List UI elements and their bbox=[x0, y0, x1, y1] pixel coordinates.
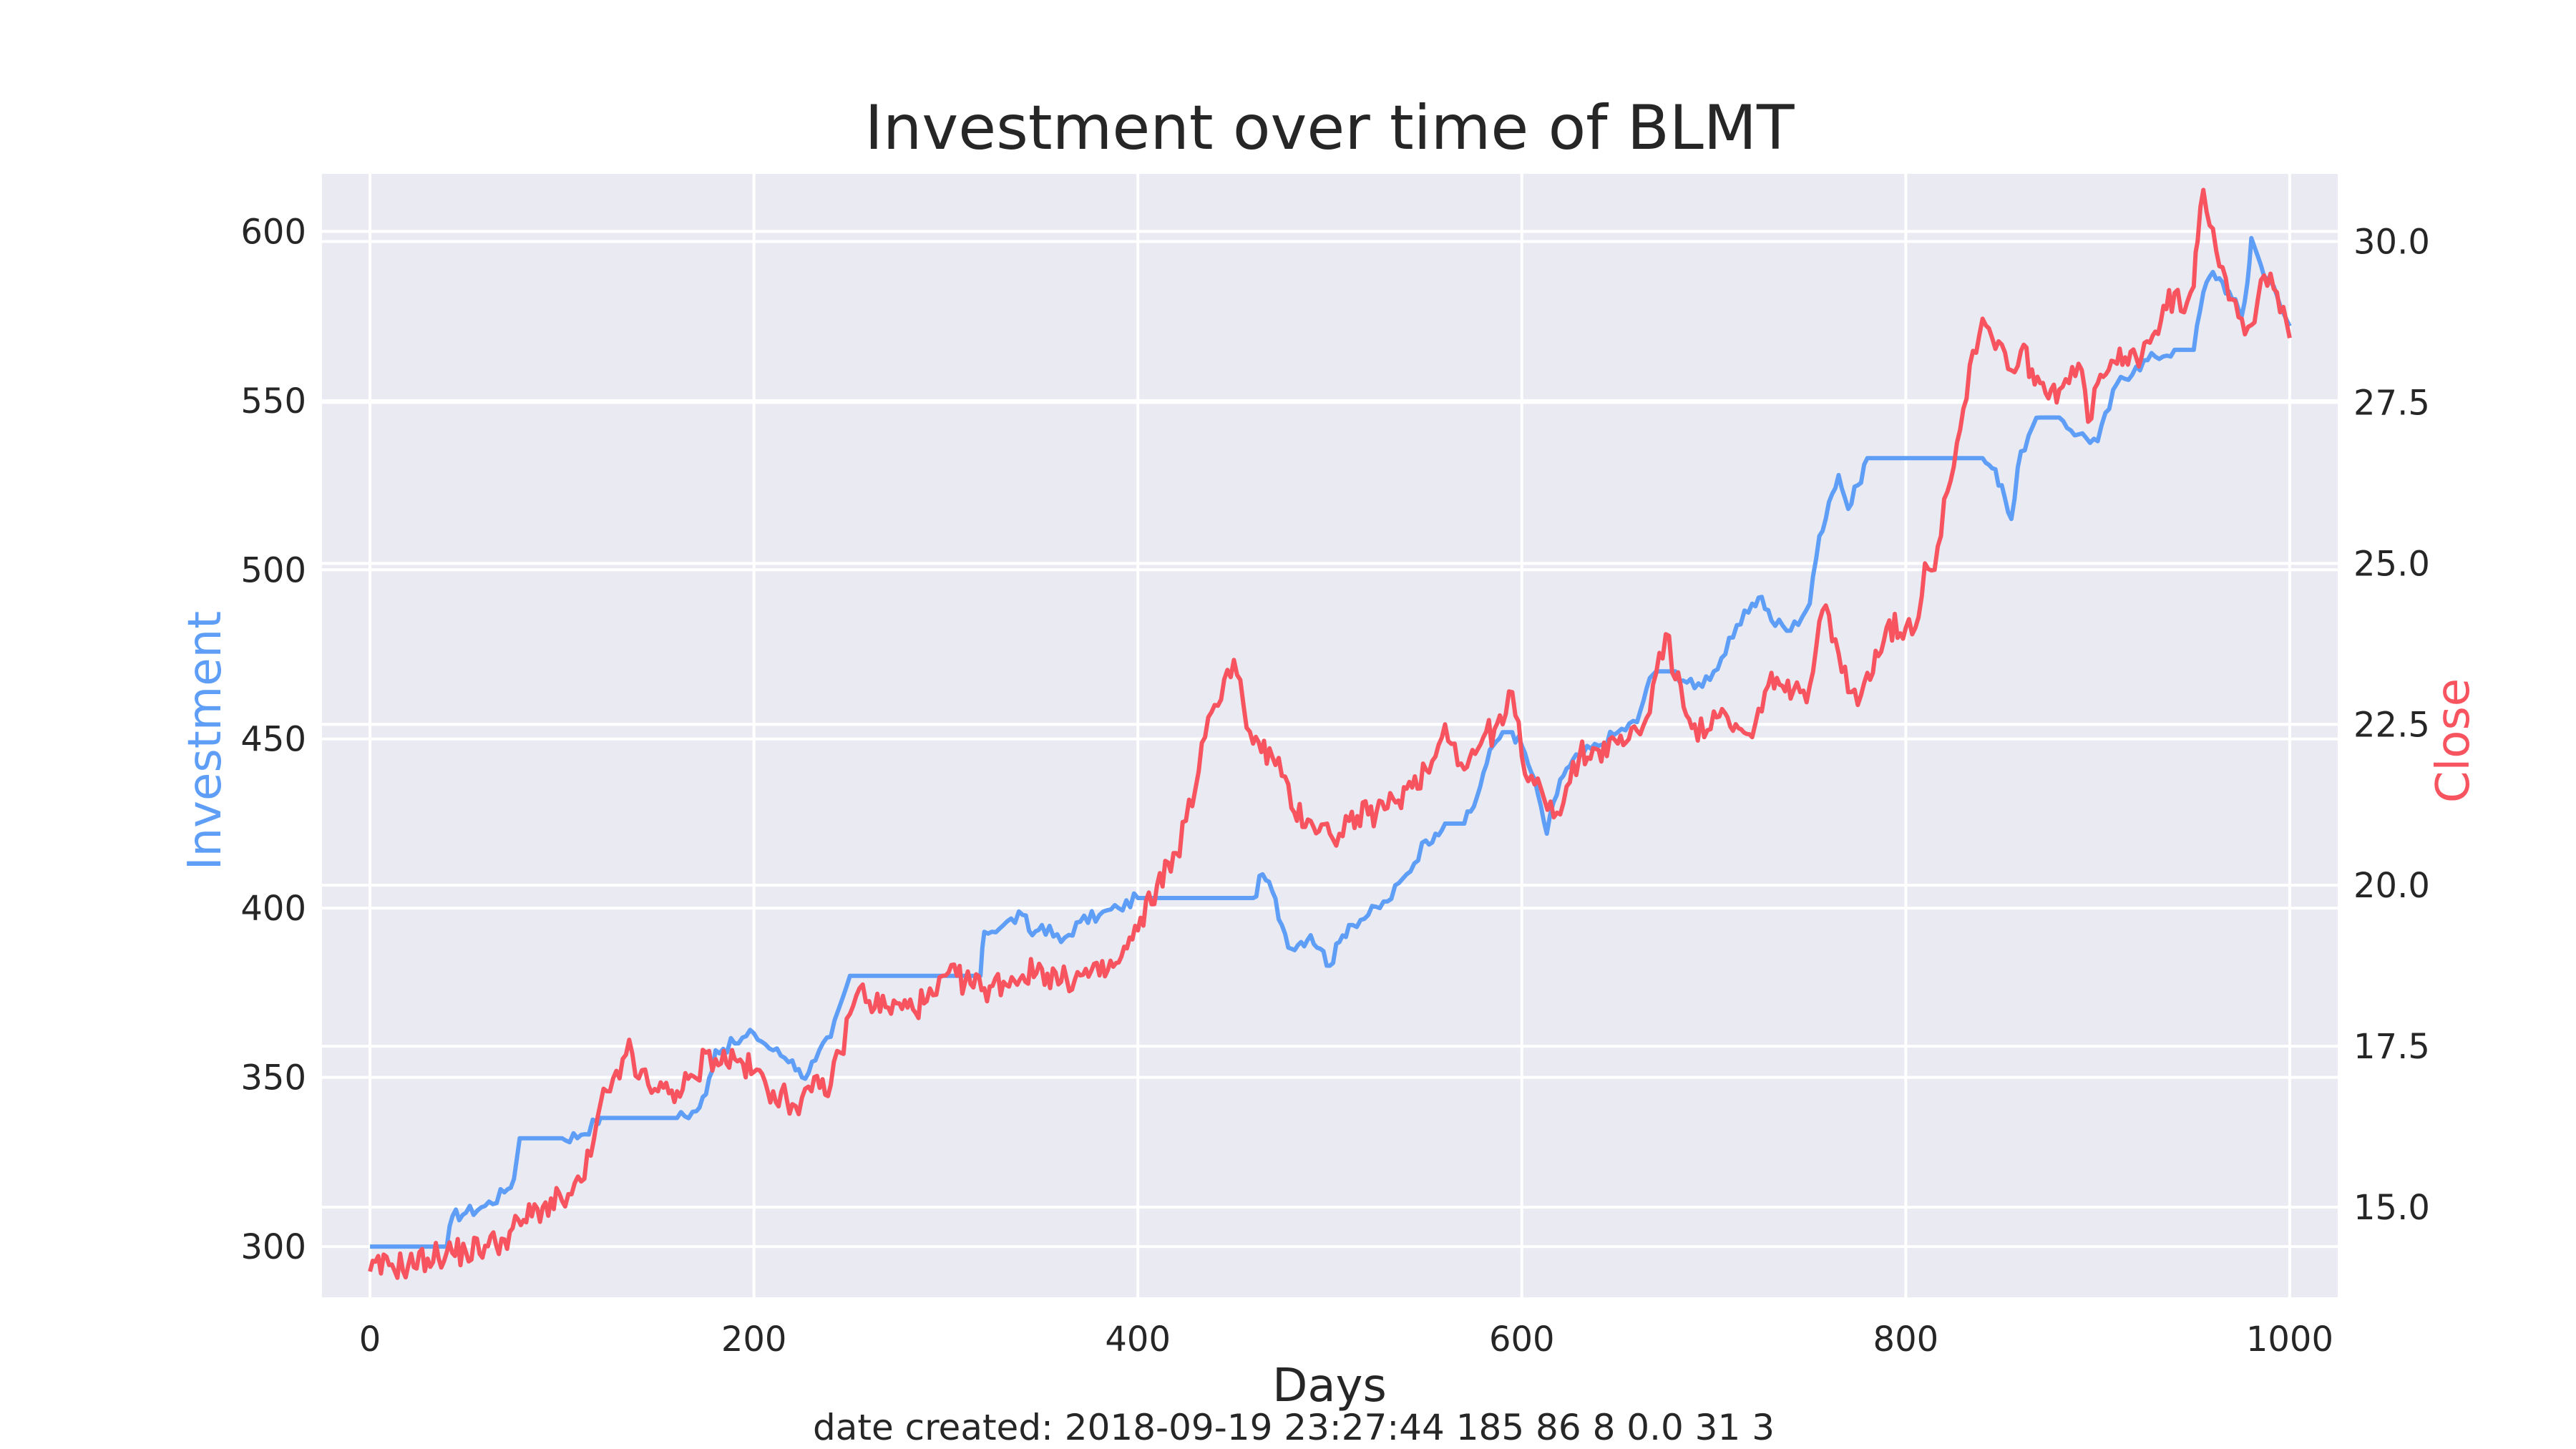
y-right-tick-label: 17.5 bbox=[2353, 1027, 2430, 1067]
y-left-tick-label: 300 bbox=[240, 1227, 306, 1267]
y-right-tick-label: 30.0 bbox=[2353, 222, 2430, 262]
y-left-tick-label: 450 bbox=[240, 720, 306, 760]
x-tick-label: 1000 bbox=[2246, 1319, 2333, 1360]
y-left-tick-label: 600 bbox=[240, 212, 306, 252]
y-right-tick-label: 20.0 bbox=[2353, 866, 2430, 906]
x-tick-label: 400 bbox=[1105, 1319, 1171, 1360]
x-tick-label: 600 bbox=[1489, 1319, 1555, 1360]
x-tick-label: 200 bbox=[721, 1319, 787, 1360]
chart-title: Investment over time of BLMT bbox=[864, 92, 1795, 164]
plot-area bbox=[322, 174, 2338, 1297]
y-axis-label-right: Close bbox=[2427, 678, 2480, 803]
y-axis-label-left: Investment bbox=[179, 611, 232, 871]
y-left-tick-label: 400 bbox=[240, 889, 306, 929]
y-right-tick-label: 15.0 bbox=[2353, 1188, 2430, 1228]
x-axis-label: Days bbox=[1272, 1360, 1387, 1413]
tick-labels: 0 200 400 600 800 1000 300 350 400 450 500 550 600 15… bbox=[240, 212, 2430, 1360]
footer-note: date created: 2018-09-19 23:27:44 185 86… bbox=[813, 1407, 1775, 1448]
series-layer bbox=[368, 187, 2292, 1280]
x-tick-label: 800 bbox=[1873, 1319, 1939, 1360]
y-left-tick-label: 350 bbox=[240, 1058, 306, 1098]
grid-lines bbox=[322, 174, 2338, 1297]
y-right-tick-label: 25.0 bbox=[2353, 544, 2430, 584]
series-line-close bbox=[368, 187, 2292, 1280]
y-left-tick-label: 550 bbox=[240, 381, 306, 421]
y-left-tick-label: 500 bbox=[240, 550, 306, 590]
x-tick-label: 0 bbox=[359, 1319, 381, 1360]
y-right-tick-label: 22.5 bbox=[2353, 705, 2430, 745]
y-right-tick-label: 27.5 bbox=[2353, 383, 2430, 423]
series-line-investment bbox=[370, 235, 2292, 1249]
